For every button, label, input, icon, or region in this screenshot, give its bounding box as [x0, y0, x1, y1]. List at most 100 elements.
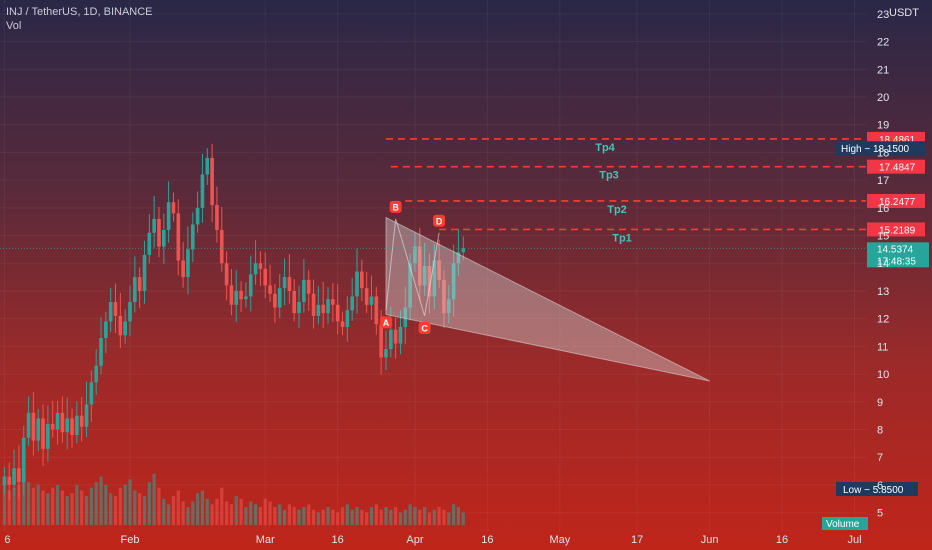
volume-bar [273, 507, 277, 526]
low-tag [836, 482, 918, 497]
pattern-point-label: D [436, 216, 443, 226]
price-tick-label: 14 [877, 258, 889, 270]
harmonic-pattern: A B C D [379, 200, 710, 382]
candle-body [311, 293, 316, 316]
volume-bar [316, 512, 320, 526]
candle-body [137, 277, 142, 291]
volume-tag [822, 517, 868, 530]
volume-bar [437, 507, 441, 526]
tp-label: Tp2 [607, 204, 627, 216]
candle-body [205, 157, 210, 175]
volume-bar [365, 512, 369, 526]
volume-bar [162, 498, 166, 526]
candle-body [89, 382, 94, 405]
volume-bar [22, 479, 26, 526]
candle-body [41, 418, 45, 449]
volume-bar [307, 504, 311, 526]
candle-body [166, 202, 171, 230]
time-tick-label: Feb [121, 534, 140, 546]
volume-bar [297, 509, 301, 526]
volume-indicator-label[interactable]: Vol [6, 20, 22, 32]
candle-body [461, 248, 466, 253]
pattern-point-label: C [421, 323, 428, 333]
candles [2, 143, 466, 500]
time-tick-label: 16 [332, 534, 344, 546]
volume-bar [191, 501, 195, 526]
volume-bar [200, 490, 205, 526]
volume-bar [113, 495, 118, 526]
volume-bar [321, 509, 325, 526]
candle-body [215, 205, 219, 230]
time-tick-label: Jul [847, 534, 861, 546]
tp-label: Tp4 [595, 142, 615, 154]
chart-header: INJ / TetherUS, 1D, BINANCE Vol [6, 5, 153, 33]
candle-body [104, 321, 108, 339]
candle-body [234, 290, 239, 305]
projection-triangle [385, 216, 710, 382]
price-tick-label: 5 [877, 508, 883, 520]
symbol-title[interactable]: INJ / TetherUS, 1D, BINANCE [6, 6, 153, 18]
volume-bar [389, 509, 393, 526]
price-tick-label: 21 [877, 64, 889, 76]
candle-body [422, 266, 427, 286]
candle-body [316, 304, 321, 316]
price-tick-label: 13 [877, 286, 889, 298]
volume-bar [36, 484, 40, 526]
candle-body [108, 302, 113, 322]
candle-body [374, 296, 379, 325]
high-label: High − 18.1500 [841, 144, 910, 155]
volume-bar [75, 484, 79, 526]
candle-body [364, 288, 369, 305]
candle-body [398, 326, 403, 344]
candle-body [133, 277, 137, 303]
volume-bar [418, 509, 422, 526]
candle-body [123, 321, 127, 336]
volume-bar [258, 507, 263, 526]
volume-bar [2, 476, 7, 526]
candle-body [248, 274, 253, 297]
price-tick-label: 10 [877, 369, 889, 381]
candle-body [335, 304, 340, 322]
candle-body [306, 279, 311, 294]
pattern-point-marker [433, 214, 446, 227]
volume-bar [287, 504, 291, 526]
volume-bar [186, 507, 190, 526]
volume-bar [340, 507, 345, 526]
candle-body [326, 299, 330, 314]
volume-bar [374, 504, 378, 526]
volume-bar [326, 507, 330, 526]
volume-label: Volume [826, 519, 860, 530]
candle-body [79, 415, 84, 427]
time-axis[interactable]: 6 Feb Mar 16 Apr 16 May 17 Jun 16 Jul [4, 534, 861, 546]
pattern-point-marker [379, 316, 392, 329]
volume-bar [7, 490, 11, 526]
candle-body [17, 468, 21, 483]
volume-bar [234, 495, 238, 526]
volume-bar [60, 490, 64, 526]
volume-bar [452, 504, 456, 526]
volume-bar [99, 476, 103, 526]
volume-bar [196, 493, 200, 526]
candle-body [84, 404, 89, 427]
target-level-tag [867, 193, 925, 208]
candle-body [190, 224, 195, 250]
candle-body [31, 412, 36, 441]
price-tick-label: 7 [877, 452, 883, 464]
volume-bar [278, 504, 282, 526]
volume-bar [215, 498, 219, 526]
candle-body [128, 302, 132, 322]
candle-body [200, 174, 205, 208]
candle-body [113, 302, 118, 316]
price-axis[interactable]: 5 6 7 8 9 10 11 12 13 14 15 16 17 18 19 20 21 22 23 [877, 9, 889, 520]
candle-body [99, 338, 103, 366]
tp-label: Tp1 [612, 232, 632, 244]
volume-bar [292, 507, 296, 526]
price-tick-label: 9 [877, 397, 883, 409]
candle-body [437, 260, 441, 280]
candle-body [7, 476, 12, 485]
candle-body [263, 268, 268, 286]
time-tick-label: Jun [701, 534, 719, 546]
candle-body [446, 299, 451, 314]
candle-body [340, 321, 345, 327]
